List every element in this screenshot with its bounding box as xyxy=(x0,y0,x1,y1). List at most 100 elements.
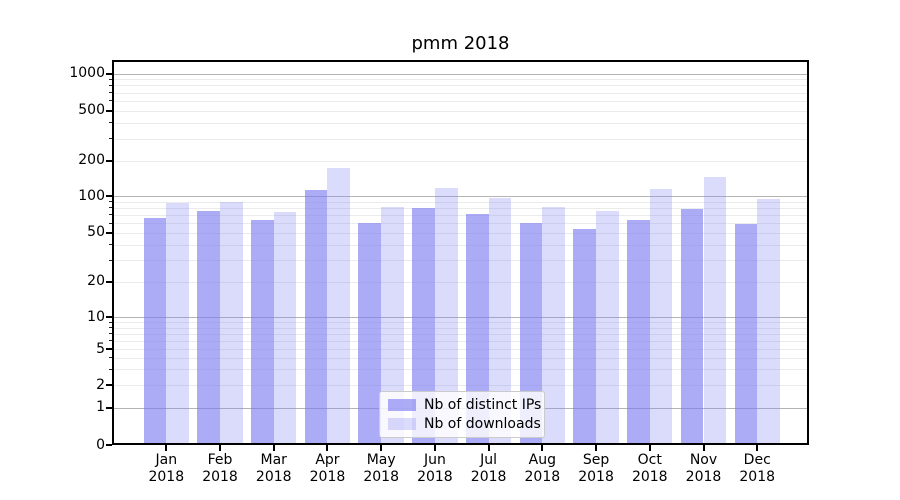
gridline-major xyxy=(112,73,809,75)
gridline-minor xyxy=(112,327,809,329)
x-tick-label-nov: Nov 2018 xyxy=(685,452,722,485)
y-tick-minor xyxy=(109,321,112,323)
gridline-minor xyxy=(112,160,809,162)
x-tick xyxy=(595,445,598,451)
y-tick xyxy=(106,348,112,351)
x-tick-label-dec: Dec 2018 xyxy=(739,452,776,485)
bar-aug-distinct-ips xyxy=(519,223,543,445)
y-tick-minor xyxy=(109,214,112,216)
gridline-minor xyxy=(112,322,809,324)
gridline-minor xyxy=(112,201,809,203)
x-tick-label-mar: Mar 2018 xyxy=(255,452,292,485)
x-tick xyxy=(165,445,168,451)
gridline-minor xyxy=(112,110,809,112)
y-tick xyxy=(106,444,112,446)
y-tick-label: 10 xyxy=(87,308,105,325)
gridline-minor xyxy=(112,100,809,102)
bar-apr-distinct-ips xyxy=(304,189,328,445)
bar-aug-downloads xyxy=(542,207,566,445)
gridline-minor xyxy=(112,85,809,87)
x-tick xyxy=(326,445,329,451)
bar-nov-distinct-ips xyxy=(680,209,704,445)
gridline-minor xyxy=(112,369,809,371)
y-tick-minor xyxy=(109,259,112,261)
gridline-minor xyxy=(112,340,809,342)
y-tick-minor xyxy=(109,222,112,224)
bar-jul-distinct-ips xyxy=(465,214,489,445)
x-tick-label-jan: Jan 2018 xyxy=(148,452,185,485)
bar-sep-downloads xyxy=(596,210,619,445)
y-tick xyxy=(106,406,112,409)
y-tick-label: 1000 xyxy=(69,65,105,81)
gridline-minor xyxy=(112,138,809,140)
y-tick-minor xyxy=(109,78,112,80)
bar-jun-distinct-ips xyxy=(412,207,435,445)
bar-sep-distinct-ips xyxy=(573,228,597,445)
x-tick xyxy=(433,445,436,451)
y-tick xyxy=(106,231,112,234)
x-tick xyxy=(272,445,275,451)
bar-oct-distinct-ips xyxy=(627,219,650,445)
gridline-minor xyxy=(112,92,809,94)
y-tick-minor xyxy=(109,244,112,246)
y-tick-minor xyxy=(109,138,112,140)
bar-apr-downloads xyxy=(327,168,351,445)
legend-swatch-downloads xyxy=(388,418,416,430)
bar-feb-distinct-ips xyxy=(197,211,220,445)
bar-may-downloads xyxy=(381,206,404,445)
y-tick-minor xyxy=(109,340,112,342)
y-tick-label: 5 xyxy=(96,340,105,357)
x-tick-label-feb: Feb 2018 xyxy=(202,452,238,485)
x-tick xyxy=(702,445,705,451)
x-tick xyxy=(648,445,651,451)
bar-jul-downloads xyxy=(488,198,512,445)
y-tick-minor xyxy=(109,201,112,203)
x-tick-label-oct: Oct 2018 xyxy=(631,452,668,485)
gridline-minor xyxy=(112,260,809,262)
gridline-minor xyxy=(112,214,809,216)
gridline-minor xyxy=(112,223,809,225)
x-tick-label-apr: Apr 2018 xyxy=(309,452,346,485)
y-tick xyxy=(106,280,112,283)
legend-item-downloads: Nb of downloads xyxy=(388,416,541,432)
gridline-minor xyxy=(112,281,809,283)
y-tick-minor xyxy=(109,122,112,124)
bar-nov-downloads xyxy=(703,176,727,445)
x-tick-label-sep: Sep 2018 xyxy=(578,452,614,485)
bar-jun-downloads xyxy=(434,187,458,445)
gridline-minor xyxy=(112,122,809,124)
gridline-major xyxy=(112,317,809,319)
y-tick-minor xyxy=(109,100,112,102)
bar-may-distinct-ips xyxy=(358,223,382,445)
x-tick xyxy=(756,445,759,451)
bar-mar-downloads xyxy=(273,211,297,445)
y-tick xyxy=(106,72,112,75)
x-tick xyxy=(380,445,383,451)
plot-area xyxy=(112,60,809,445)
bar-dec-downloads xyxy=(757,199,780,445)
y-tick xyxy=(106,195,112,197)
y-tick-minor xyxy=(109,84,112,86)
y-tick-label: 100 xyxy=(78,187,105,204)
gridline-minor xyxy=(112,232,809,234)
gridline-minor xyxy=(112,207,809,209)
y-tick-minor xyxy=(109,357,112,359)
y-tick xyxy=(106,316,112,319)
y-tick-label: 1 xyxy=(96,399,105,416)
legend-label-distinct-ips: Nb of distinct IPs xyxy=(424,397,542,413)
x-tick-label-jun: Jun 2018 xyxy=(417,452,453,485)
y-tick-minor xyxy=(109,327,112,329)
y-tick-minor xyxy=(109,207,112,209)
bar-feb-downloads xyxy=(220,202,243,445)
y-tick-minor xyxy=(109,92,112,94)
y-tick-label: 200 xyxy=(78,152,105,169)
x-tick xyxy=(219,445,222,451)
bar-dec-distinct-ips xyxy=(734,223,758,445)
y-tick-label: 0 xyxy=(96,436,105,453)
x-tick xyxy=(487,445,490,451)
y-tick-label: 20 xyxy=(87,273,105,290)
gridline-major xyxy=(112,196,809,197)
y-tick-label: 500 xyxy=(78,102,105,119)
bar-mar-distinct-ips xyxy=(251,219,274,445)
